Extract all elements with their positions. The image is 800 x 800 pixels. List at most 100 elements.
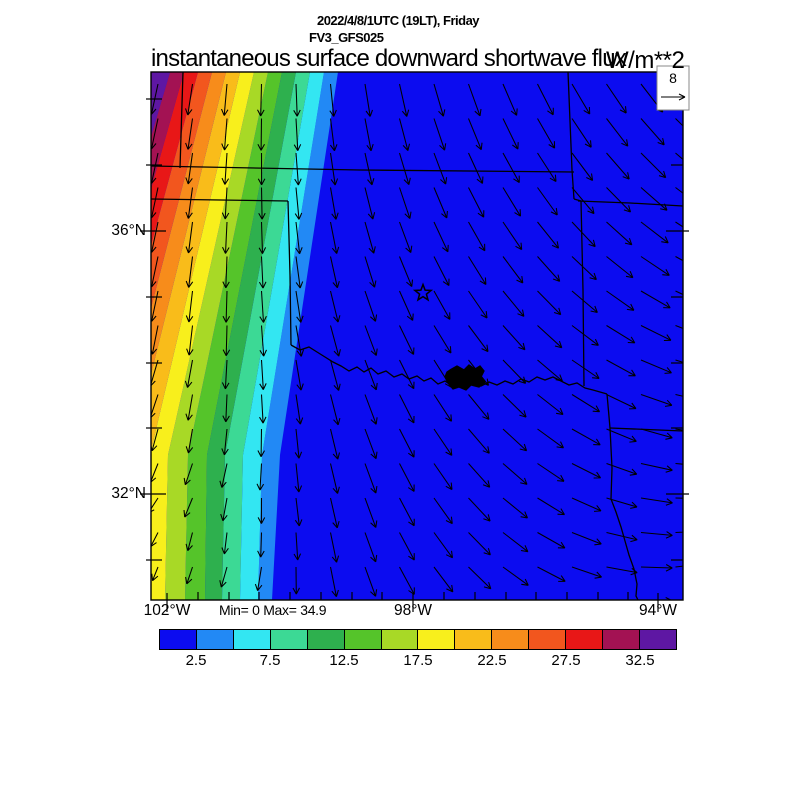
- wind-arrow: [502, 325, 526, 351]
- wind-arrow: [185, 532, 194, 552]
- wind-arrow: [640, 394, 673, 407]
- wind-arrow: [185, 256, 194, 288]
- wind-arrow: [571, 394, 601, 413]
- wind-arrow: [294, 463, 303, 493]
- wind-arrow: [675, 221, 683, 228]
- wind-arrow: [257, 83, 265, 117]
- wind-arrow: [537, 359, 563, 382]
- reference-arrow-box: [656, 65, 690, 111]
- wind-arrow: [538, 602, 566, 616]
- minmax-label: Min= 0 Max= 34.9: [219, 602, 327, 618]
- wind-arrow: [675, 393, 683, 397]
- wind-arrow: [606, 83, 627, 114]
- wind-arrow: [219, 463, 228, 488]
- wind-arrow: [364, 290, 378, 322]
- wind-arrow: [537, 152, 557, 183]
- wind-arrow: [331, 602, 339, 632]
- wind-arrow: [537, 394, 564, 416]
- colorbar-cell: [417, 629, 456, 650]
- wind-arrow: [221, 152, 230, 185]
- colorbar-cell: [638, 629, 677, 650]
- wind-arrow: [329, 394, 341, 426]
- wind-arrow: [183, 497, 193, 518]
- wind-arrow: [257, 532, 265, 558]
- wind-arrow: [259, 325, 267, 357]
- wind-arrow: [399, 221, 413, 253]
- wind-arrow: [571, 256, 597, 281]
- wind-arrow: [468, 497, 491, 522]
- wind-arrow: [571, 118, 592, 148]
- lon-tick-label: 98°W: [393, 602, 433, 619]
- wind-arrow: [675, 462, 683, 465]
- wind-arrow: [151, 566, 159, 582]
- colorbar-tick-label: 17.5: [403, 652, 433, 669]
- wind-arrow: [329, 532, 340, 563]
- colorbar-tick-label: 12.5: [329, 652, 359, 669]
- wind-arrow: [185, 428, 194, 454]
- wind-arrow: [468, 256, 487, 285]
- wind-arrow: [502, 359, 527, 384]
- wind-arrow: [502, 532, 529, 553]
- wind-arrow: [571, 221, 596, 248]
- state-border: [609, 427, 683, 432]
- contour-bands: [151, 72, 683, 600]
- wind-arrow: [433, 187, 448, 219]
- wind-arrow: [502, 187, 522, 217]
- state-border: [287, 200, 292, 346]
- wind-arrow: [468, 83, 482, 117]
- colorbar-tick-label: 32.5: [625, 652, 655, 669]
- colorbar-cell: [232, 629, 271, 650]
- wind-arrow: [293, 532, 302, 561]
- contour-band: [205, 72, 296, 600]
- contour-band: [151, 72, 212, 308]
- wind-arrow: [433, 566, 454, 593]
- wind-arrow: [222, 221, 230, 254]
- contour-band: [151, 72, 226, 375]
- wind-arrow: [398, 83, 410, 117]
- wind-arrow: [640, 152, 667, 179]
- lat-tick-label: 32°N: [111, 485, 146, 502]
- wind-arrow: [606, 118, 629, 147]
- wind-arrow: [364, 532, 378, 563]
- contour-band: [185, 72, 282, 600]
- wind-arrow: [221, 532, 229, 555]
- wind-arrow: [295, 256, 304, 289]
- wind-arrow: [640, 531, 673, 539]
- wind-arrow: [294, 187, 303, 220]
- wind-arrow: [257, 497, 266, 524]
- wind-arrow: [640, 256, 670, 276]
- colorbar-cell: [269, 629, 308, 650]
- wind-arrow: [219, 566, 228, 588]
- wind-arrow: [502, 152, 520, 184]
- state-border: [606, 393, 639, 600]
- wind-arrow: [259, 359, 267, 390]
- wind-arrow: [257, 118, 265, 151]
- wind-arrow: [433, 152, 448, 185]
- wind-arrow: [468, 118, 483, 151]
- wind-arrow: [364, 463, 378, 494]
- wind-arrow: [364, 428, 378, 460]
- wind-arrow: [606, 428, 637, 443]
- wind-arrow: [398, 118, 411, 151]
- wind-arrow: [537, 532, 566, 549]
- wind-arrow: [295, 359, 304, 391]
- wind-arrow: [572, 602, 602, 612]
- wind-arrow: [329, 290, 341, 323]
- wind-arrow: [537, 497, 565, 516]
- wind-arrow: [329, 118, 338, 152]
- wind-arrow: [399, 428, 415, 458]
- contour-band: [151, 72, 254, 600]
- wind-arrow: [640, 290, 671, 309]
- wind-arrow: [537, 428, 564, 449]
- wind-arrow: [502, 118, 519, 150]
- lon-tick-label: 94°W: [638, 602, 678, 619]
- wind-arrow: [468, 359, 490, 386]
- wind-arrow: [399, 290, 414, 321]
- wind-arrow: [185, 394, 194, 421]
- wind-arrow: [502, 463, 528, 485]
- wind-arrow: [364, 256, 377, 288]
- wind-arrow: [256, 463, 265, 491]
- wind-arrow: [571, 359, 600, 380]
- reference-box: [656, 65, 690, 111]
